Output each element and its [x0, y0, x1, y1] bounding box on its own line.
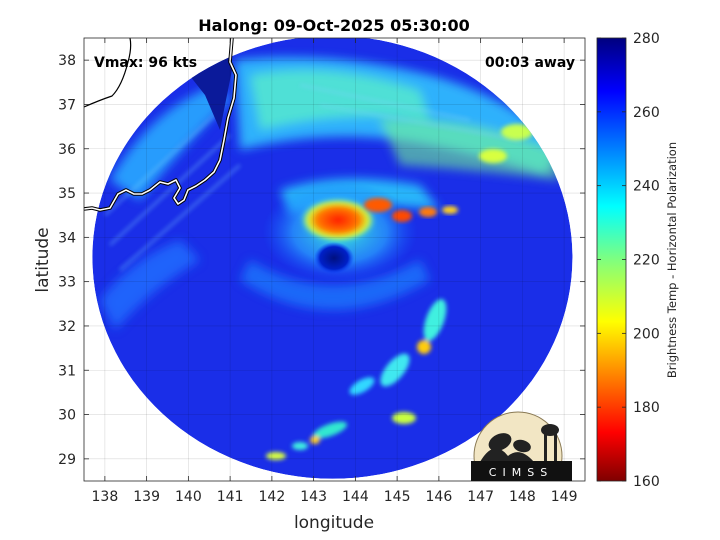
y-tick-label: 33 — [58, 275, 76, 291]
x-tick-label: 144 — [342, 489, 369, 505]
colorbar-tick-label: 180 — [633, 400, 660, 416]
x-tick-label: 141 — [217, 489, 244, 505]
y-axis-label: latitude — [33, 227, 53, 292]
storm-eye — [314, 242, 354, 274]
x-tick-label: 142 — [259, 489, 286, 505]
colorbar: 160 180 200 220 240 260 280 Brightness Temp - … — [596, 31, 679, 490]
cimss-logo-text: CIMSS — [489, 466, 553, 479]
y-axis: 29 30 31 32 33 34 35 36 37 38 — [58, 53, 585, 468]
x-tick-label: 145 — [384, 489, 411, 505]
x-axis-label: longitude — [294, 513, 374, 533]
inner-core — [300, 198, 376, 242]
colorbar-label: Brightness Temp - Horizontal Polarizatio… — [665, 142, 679, 378]
y-tick-label: 32 — [58, 319, 76, 335]
x-axis: 138 139 140 141 142 143 144 145 146 147 148 149 — [92, 38, 578, 505]
grid — [84, 38, 585, 481]
x-tick-label: 140 — [175, 489, 202, 505]
y-tick-label: 30 — [58, 408, 76, 424]
cimss-logo: CIMSS — [471, 411, 572, 481]
time-away-annotation: 00:03 away — [485, 55, 575, 71]
x-tick-label: 143 — [300, 489, 327, 505]
y-tick-label: 31 — [58, 363, 76, 379]
x-tick-label: 138 — [92, 489, 119, 505]
colorbar-tick-label: 260 — [633, 105, 660, 121]
x-tick-label: 149 — [551, 489, 578, 505]
y-tick-label: 36 — [58, 142, 76, 158]
colorbar-tick-label: 160 — [633, 474, 660, 490]
colorbar-tick-label: 220 — [633, 253, 660, 269]
colorbar-tick-label: 200 — [633, 326, 660, 342]
coastline — [84, 38, 238, 212]
y-tick-label: 37 — [58, 97, 76, 113]
y-tick-label: 34 — [58, 230, 76, 246]
vmax-annotation: Vmax: 96 kts — [94, 55, 197, 71]
y-tick-label: 38 — [58, 53, 76, 69]
x-tick-label: 147 — [467, 489, 494, 505]
x-tick-label: 146 — [426, 489, 453, 505]
axes-frame — [83, 37, 586, 482]
colorbar-tick-label: 240 — [633, 179, 660, 195]
colorbar-tick-label: 280 — [633, 31, 660, 47]
y-tick-label: 35 — [58, 186, 76, 202]
x-tick-label: 139 — [133, 489, 160, 505]
chart-title: Halong: 09-Oct-2025 05:30:00 — [198, 16, 469, 35]
microwave-swath — [92, 38, 573, 479]
y-tick-label: 29 — [58, 452, 76, 468]
colorbar-gradient — [596, 37, 627, 482]
x-tick-label: 148 — [509, 489, 536, 505]
